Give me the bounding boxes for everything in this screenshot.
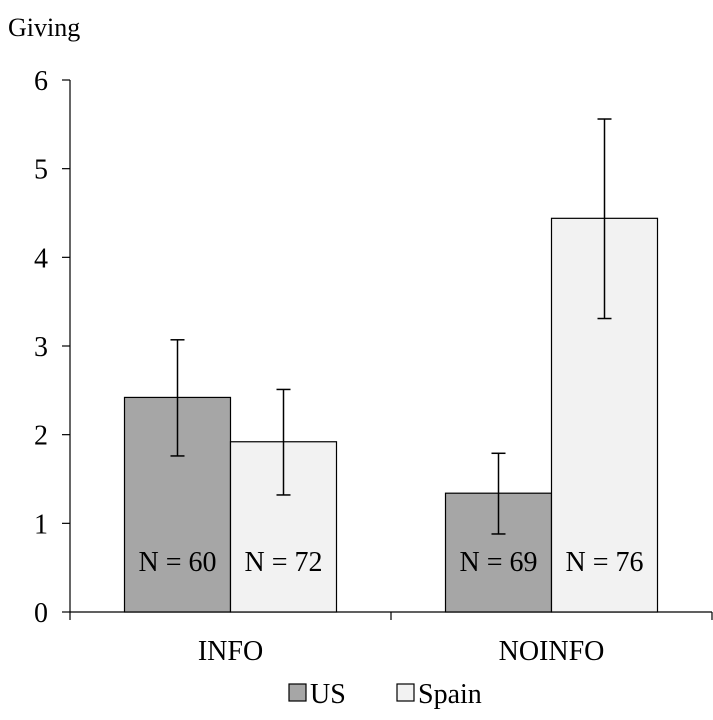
y-tick-label: 0 — [34, 598, 48, 629]
legend-label-spain: Spain — [418, 679, 482, 710]
plot-area: 0 1 2 3 4 5 6 N = 60 N = 72 INFO N = 69 N = 76 NOINF… — [34, 66, 713, 667]
legend-swatch-spain — [396, 683, 415, 702]
y-tick-label: 6 — [34, 66, 48, 97]
y-tick-label: 5 — [34, 155, 48, 186]
legend-label-us: US — [310, 679, 346, 710]
legend-swatch-us — [288, 683, 307, 702]
y-tick-label: 4 — [34, 243, 48, 274]
n-label: N = 60 — [138, 547, 216, 578]
legend: US Spain — [288, 679, 482, 710]
y-tick-label: 2 — [34, 421, 48, 452]
y-tick-label: 3 — [34, 332, 48, 363]
y-axis-label: Giving — [8, 13, 80, 42]
n-label: N = 69 — [459, 547, 537, 578]
x-category-label: INFO — [198, 636, 263, 667]
n-label: N = 72 — [244, 547, 322, 578]
x-category-label: NOINFO — [499, 636, 605, 667]
n-label: N = 76 — [565, 547, 643, 578]
y-tick-label: 1 — [34, 509, 48, 540]
